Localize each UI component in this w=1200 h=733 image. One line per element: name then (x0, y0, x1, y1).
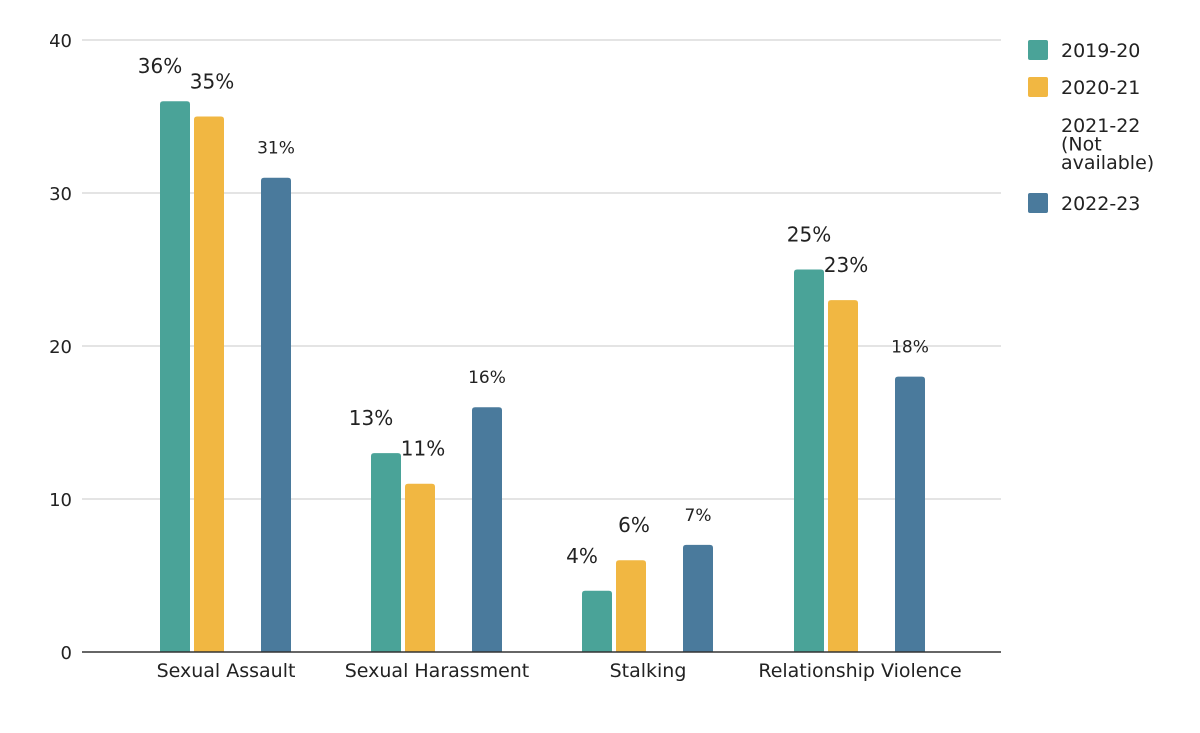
data-label: 7% (685, 506, 712, 526)
x-axis: Sexual Assault Sexual Harassment Stalking R… (82, 651, 1001, 682)
legend-label: 2020-21 (1061, 77, 1140, 99)
data-label: 18% (891, 338, 929, 358)
x-category-label: Sexual Harassment (345, 660, 530, 682)
x-category-label: Relationship Violence (758, 660, 961, 682)
bar-2020-21-relationship-violence (828, 300, 858, 652)
bar-2020-21-stalking (616, 560, 646, 652)
bar-2019-20-sexual-assault (160, 101, 190, 652)
legend-swatch (1028, 77, 1048, 97)
legend-label: 2019-20 (1061, 40, 1140, 62)
bars (160, 101, 925, 652)
data-label: 13% (349, 406, 393, 430)
bar-2022-23-sexual-assault (261, 177, 291, 652)
legend-label: 2022-23 (1061, 193, 1140, 215)
bar-2019-20-sexual-harassment (371, 453, 401, 652)
bar-2019-20-relationship-violence (794, 269, 824, 652)
data-label: 4% (566, 544, 598, 568)
data-label: 25% (787, 223, 831, 247)
y-tick-label: 0 (61, 643, 72, 664)
data-label: 35% (190, 70, 234, 94)
y-tick-label: 30 (49, 184, 72, 205)
data-labels: 36% 35% 31% 13% 11% 16% 4% 6% 7% 25% 23% 18% (138, 54, 929, 568)
bar-2019-20-stalking (582, 590, 612, 652)
y-tick-label: 10 (49, 490, 72, 511)
legend-swatch (1028, 40, 1048, 60)
x-category-label: Stalking (610, 660, 687, 682)
bar-2020-21-sexual-assault (194, 116, 224, 652)
legend-swatch (1028, 193, 1048, 213)
y-tick-label: 20 (49, 337, 72, 358)
data-label: 36% (138, 54, 182, 78)
bar-2022-23-stalking (683, 544, 713, 652)
y-tick-label: 40 (49, 31, 72, 52)
legend-label: available) (1061, 152, 1154, 174)
data-label: 11% (401, 437, 445, 461)
bar-2022-23-sexual-harassment (472, 407, 502, 652)
legend-label: 2021-22 (1061, 115, 1140, 137)
bar-2020-21-sexual-harassment (405, 483, 435, 652)
y-axis-ticks: 0 10 20 30 40 (49, 31, 72, 664)
bar-2022-23-relationship-violence (895, 376, 925, 652)
data-label: 16% (468, 368, 506, 388)
legend-label: (Not (1061, 134, 1102, 156)
data-label: 6% (618, 513, 650, 537)
x-category-label: Sexual Assault (157, 660, 296, 682)
data-label: 23% (824, 253, 868, 277)
data-label: 31% (257, 139, 295, 159)
